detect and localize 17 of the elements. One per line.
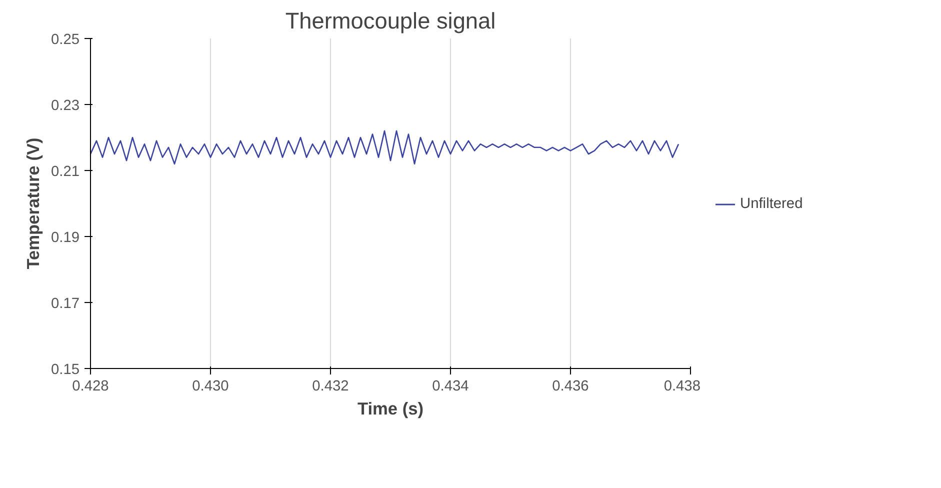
x-tick-label: 0.432 bbox=[312, 378, 349, 394]
y-tick-label: 0.19 bbox=[50, 230, 80, 246]
legend-label: Unfiltered bbox=[740, 196, 803, 212]
line-series bbox=[90, 130, 680, 165]
chart-title: Thermocouple signal bbox=[285, 8, 496, 34]
x-tick-label: 0.430 bbox=[192, 378, 229, 394]
y-tick-label: 0.15 bbox=[50, 362, 80, 378]
x-tick-label: 0.438 bbox=[664, 378, 701, 394]
x-tick-label: 0.436 bbox=[552, 378, 589, 394]
y-tick-label: 0.23 bbox=[50, 98, 80, 114]
y-tick-label: 0.25 bbox=[50, 32, 80, 48]
y-tick-label: 0.17 bbox=[50, 296, 80, 312]
x-axis-title: Time (s) bbox=[357, 398, 424, 418]
x-tick-label: 0.428 bbox=[72, 378, 109, 394]
y-axis-title: Temperature (V) bbox=[22, 138, 43, 270]
x-tick-label: 0.434 bbox=[432, 378, 469, 394]
y-tick-label: 0.21 bbox=[50, 164, 80, 180]
